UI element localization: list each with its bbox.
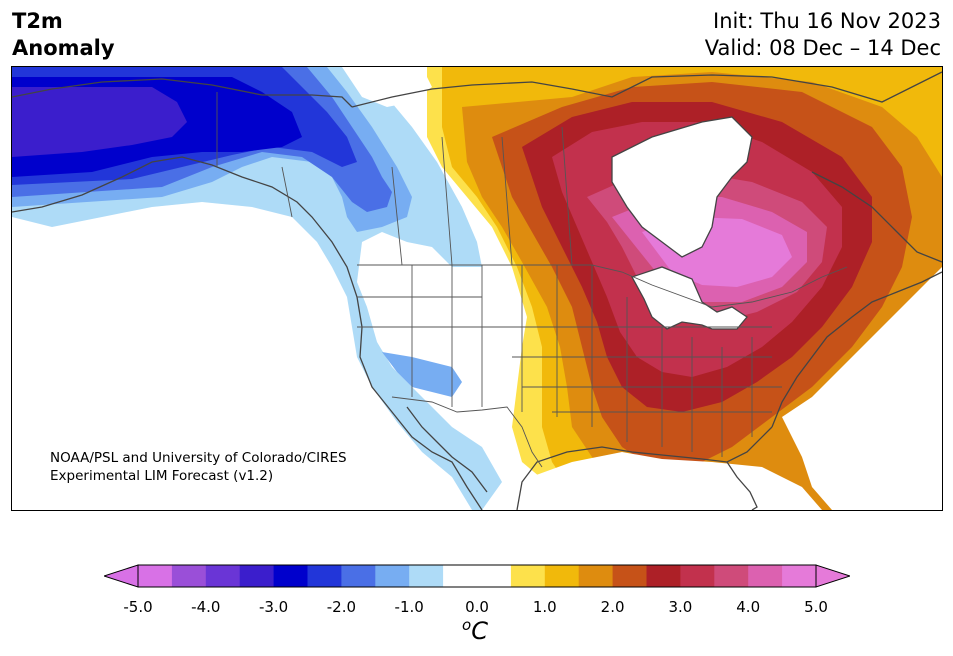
provinces bbox=[281, 126, 573, 266]
colorbar bbox=[104, 564, 850, 588]
colorbar-cell bbox=[171, 565, 207, 587]
colorbar-cell bbox=[239, 565, 275, 587]
colorbar-cell bbox=[510, 565, 546, 587]
colorbar-cell bbox=[646, 565, 681, 587]
colorbar-tick-label: -1.0 bbox=[394, 598, 424, 616]
colorbar-tick-label: -3.0 bbox=[258, 598, 289, 616]
map-canvas bbox=[12, 67, 942, 510]
colorbar-tick-label: 4.0 bbox=[736, 598, 761, 616]
colorbar-cell bbox=[748, 565, 783, 587]
labrador-coast bbox=[811, 171, 942, 263]
colorbar-under-arrow bbox=[104, 564, 139, 588]
colorbar-tick-label: 1.0 bbox=[532, 598, 557, 616]
colorbar-over-arrow bbox=[815, 564, 850, 588]
pacific-ocean bbox=[12, 202, 472, 510]
colorbar-cell bbox=[409, 565, 444, 587]
colorbar-outline bbox=[137, 564, 817, 588]
coastlines bbox=[12, 71, 942, 510]
atlantic-ocean bbox=[782, 267, 942, 510]
forecast-dates: Init: Thu 16 Nov 2023 Valid: 08 Dec – 14… bbox=[705, 8, 941, 62]
states bbox=[357, 265, 782, 457]
credit-text: NOAA/PSL and University of Colorado/CIRE… bbox=[50, 449, 347, 485]
colorbar-cell bbox=[714, 565, 749, 587]
colorbar-cell bbox=[205, 565, 241, 587]
alaska-coast bbox=[12, 78, 363, 328]
colorbar-cell bbox=[375, 565, 410, 587]
colorbar-cell bbox=[443, 565, 478, 587]
cold-region-4 bbox=[12, 87, 187, 157]
map-title: T2m Anomaly bbox=[12, 8, 115, 62]
west-coast bbox=[359, 326, 483, 510]
anomaly-map: NOAA/PSL and University of Colorado/CIRE… bbox=[11, 66, 943, 511]
colorbar-cell bbox=[782, 565, 817, 587]
colorbar-tick-label: 0.0 bbox=[465, 598, 489, 616]
colorbar-cells bbox=[138, 565, 817, 587]
colorbar-tick-label: 2.0 bbox=[600, 598, 625, 616]
us-mexico-border bbox=[391, 396, 543, 468]
title-line-1: T2m bbox=[12, 9, 63, 33]
great-lakes-coast bbox=[631, 266, 748, 330]
colorbar-tick-label: 5.0 bbox=[804, 598, 828, 616]
title-line-2: Anomaly bbox=[12, 36, 115, 60]
hudson-bay-coast bbox=[611, 116, 753, 258]
init-date: Init: Thu 16 Nov 2023 bbox=[713, 9, 941, 33]
gulf-coast bbox=[516, 426, 773, 510]
colorbar-cell bbox=[273, 565, 308, 587]
colorbar-unit: oC bbox=[462, 616, 488, 645]
political-borders bbox=[216, 92, 848, 468]
colorbar-tick-label: -4.0 bbox=[191, 598, 221, 616]
cold-region-15-sw bbox=[382, 352, 462, 397]
colorbar-tick-label: -5.0 bbox=[123, 598, 153, 616]
credit-line-2: Experimental LIM Forecast (v1.2) bbox=[50, 468, 274, 484]
credit-line-1: NOAA/PSL and University of Colorado/CIRE… bbox=[50, 450, 347, 466]
colorbar-cell bbox=[341, 565, 376, 587]
gulf-of-mexico bbox=[517, 452, 822, 510]
colorbar-cell bbox=[138, 565, 173, 587]
baja-coast bbox=[406, 406, 488, 493]
colorbar-cell bbox=[680, 565, 715, 587]
colorbar-cell bbox=[578, 565, 614, 587]
colorbar-cell bbox=[612, 565, 647, 587]
arctic-coast bbox=[351, 71, 942, 108]
hudson-bay bbox=[612, 117, 752, 257]
east-coast bbox=[771, 271, 942, 428]
great-lakes bbox=[632, 267, 747, 329]
us-canada-border bbox=[357, 264, 848, 308]
arctic-ocean bbox=[342, 67, 432, 107]
florida-coast bbox=[726, 461, 758, 510]
colorbar-tick-label: -2.0 bbox=[326, 598, 357, 616]
valid-date: Valid: 08 Dec – 14 Dec bbox=[704, 36, 941, 60]
colorbar-cell bbox=[544, 565, 580, 587]
unit-letter: C bbox=[471, 617, 488, 645]
unit-degree: o bbox=[462, 616, 472, 634]
colorbar-tick-label: 3.0 bbox=[668, 598, 693, 616]
colorbar-cell bbox=[477, 565, 512, 587]
colorbar-cell bbox=[307, 565, 342, 587]
